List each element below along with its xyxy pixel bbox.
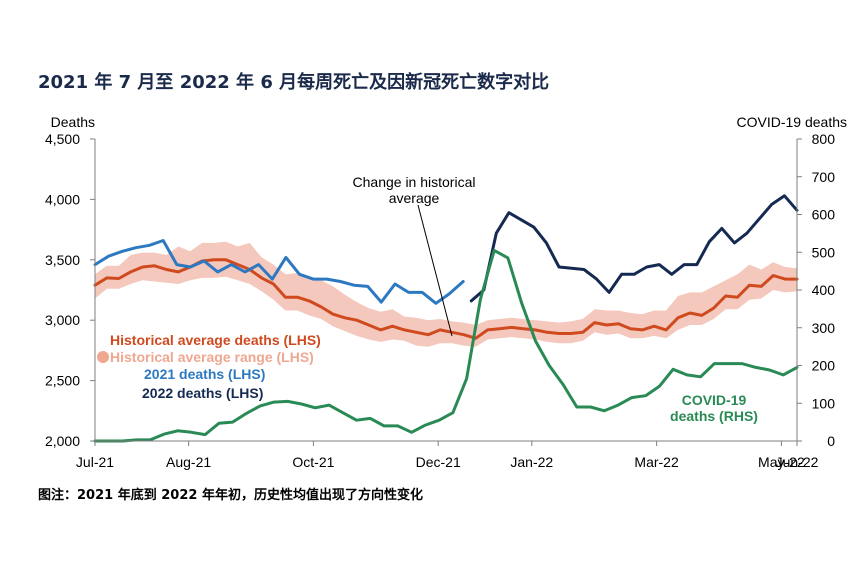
covid-series-label: deaths (RHS) xyxy=(670,408,758,424)
y-right-tick-label: 0 xyxy=(827,433,835,449)
x-tick-label: Jan-22 xyxy=(510,454,553,470)
annotation-text: Change in historical xyxy=(353,174,476,190)
y-left-tick-label: 2,500 xyxy=(45,373,80,389)
y-right-tick-label: 600 xyxy=(812,207,836,223)
legend-range-marker xyxy=(97,351,109,363)
y-left-tick-label: 2,000 xyxy=(45,433,80,449)
y-left-axis-title: Deaths xyxy=(51,114,95,130)
legend-hist-range: Historical average range (LHS) xyxy=(110,349,314,365)
x-tick-label: Mar-22 xyxy=(634,454,679,470)
historical-range-band xyxy=(95,241,797,347)
y-right-tick-label: 700 xyxy=(812,169,836,185)
x-tick-label: Jun-22 xyxy=(776,454,819,470)
annotation-text: average xyxy=(389,190,440,206)
y-left-tick-label: 4,500 xyxy=(45,131,80,147)
x-tick-label: Aug-21 xyxy=(166,454,211,470)
x-tick-label: Oct-21 xyxy=(292,454,334,470)
x-tick-label: Jul-21 xyxy=(76,454,114,470)
annotation-pointer xyxy=(417,204,453,337)
y-left-tick-label: 4,000 xyxy=(45,191,80,207)
y-left-tick-label: 3,000 xyxy=(45,312,80,328)
x-tick-label: May-22 xyxy=(758,454,805,470)
x-tick-label: Dec-21 xyxy=(416,454,461,470)
historical-average-line xyxy=(93,258,799,340)
y-right-tick-label: 300 xyxy=(812,320,836,336)
y-left-tick-label: 3,500 xyxy=(45,252,80,268)
legend-hist-avg: Historical average deaths (LHS) xyxy=(110,332,321,348)
covid-series-label: COVID-19 xyxy=(682,392,747,408)
deaths-2022-line xyxy=(469,194,799,303)
footnote: 图注：2021 年底到 2022 年年初，历史性均值出现了方向性变化 xyxy=(38,488,423,503)
deaths-2021-line xyxy=(93,239,465,305)
chart-title: 2021 年 7 月至 2022 年 6 月每周死亡及因新冠死亡数字对比 xyxy=(38,72,550,93)
legend-y2022: 2022 deaths (LHS) xyxy=(142,385,263,401)
y-right-axis-title: COVID-19 deaths xyxy=(737,114,848,130)
legend-y2021: 2021 deaths (LHS) xyxy=(144,366,265,382)
y-right-tick-label: 800 xyxy=(812,131,836,147)
y-right-tick-label: 400 xyxy=(812,282,836,298)
y-right-tick-label: 500 xyxy=(812,244,836,260)
y-right-tick-label: 100 xyxy=(812,395,836,411)
y-right-tick-label: 200 xyxy=(812,358,836,374)
covid-deaths-line xyxy=(93,248,799,443)
